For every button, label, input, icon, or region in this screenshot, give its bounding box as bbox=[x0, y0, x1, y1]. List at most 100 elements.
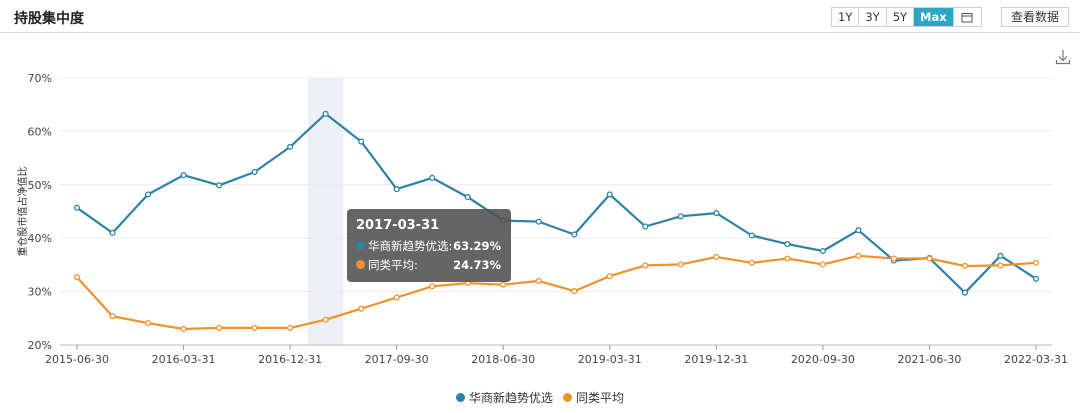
data-point-1 bbox=[606, 273, 613, 280]
data-point-1 bbox=[393, 294, 400, 301]
panel-title: 持股集中度 bbox=[14, 11, 84, 27]
x-tick-label: 2017-09-30 bbox=[365, 353, 429, 366]
data-point-0 bbox=[748, 232, 755, 239]
data-point-1 bbox=[890, 255, 897, 262]
data-point-1 bbox=[429, 283, 436, 290]
data-point-0 bbox=[961, 289, 969, 296]
data-point-1 bbox=[961, 262, 969, 270]
data-point-1 bbox=[784, 255, 791, 262]
data-point-1 bbox=[358, 305, 365, 312]
data-point-0 bbox=[997, 252, 1004, 259]
data-point-1 bbox=[322, 316, 329, 323]
data-point-0 bbox=[535, 218, 542, 225]
legend-item-avg[interactable]: 同类平均 bbox=[563, 389, 624, 406]
tooltip-avg-label: 同类平均: bbox=[368, 257, 418, 272]
data-point-1 bbox=[251, 324, 258, 331]
y-tick-label: 70% bbox=[28, 72, 52, 85]
data-point-0 bbox=[109, 229, 116, 236]
x-tick-label: 2019-12-31 bbox=[684, 353, 748, 366]
calendar-button[interactable] bbox=[953, 8, 981, 26]
chart-legend: 华商新趋势优选 同类平均 bbox=[0, 388, 1080, 406]
data-point-1 bbox=[642, 262, 649, 269]
tooltip-fund-dot bbox=[356, 241, 365, 250]
x-tick-label: 2022-03-31 bbox=[1004, 353, 1068, 366]
legend-item-fund[interactable]: 华商新趋势优选 bbox=[455, 389, 553, 406]
tooltip-row-fund: 华商新趋势优选: 63.29% bbox=[356, 236, 501, 255]
data-point-0 bbox=[464, 194, 471, 201]
data-point-0 bbox=[713, 210, 720, 217]
y-tick-label: 20% bbox=[28, 339, 52, 352]
x-tick-label: 2016-12-31 bbox=[258, 353, 322, 366]
panel-header: 持股集中度 1Y 3Y 5Y Max 查看数据 bbox=[0, 0, 1080, 33]
data-point-1 bbox=[109, 313, 116, 320]
tooltip-avg-dot bbox=[356, 260, 365, 269]
range-selector: 1Y 3Y 5Y Max bbox=[831, 7, 982, 27]
range-button-max[interactable]: Max bbox=[914, 8, 954, 26]
data-point-0 bbox=[180, 172, 187, 179]
data-point-0 bbox=[677, 213, 684, 220]
data-point-1 bbox=[287, 324, 294, 331]
data-point-1 bbox=[1032, 259, 1040, 266]
data-point-1 bbox=[926, 255, 933, 262]
legend-fund-label: 华商新趋势优选 bbox=[468, 390, 553, 405]
range-button-1y[interactable]: 1Y bbox=[832, 8, 860, 26]
data-point-0 bbox=[216, 182, 223, 189]
range-button-3y[interactable]: 3Y bbox=[859, 8, 887, 26]
view-data-button[interactable]: 查看数据 bbox=[1001, 7, 1070, 27]
data-point-1 bbox=[748, 259, 755, 266]
data-point-0 bbox=[287, 143, 294, 150]
tooltip-date: 2017-03-31 bbox=[356, 218, 440, 233]
data-point-1 bbox=[855, 252, 862, 259]
series-line-1 bbox=[76, 254, 1037, 331]
series-line-0 bbox=[76, 112, 1037, 294]
data-point-1 bbox=[571, 288, 578, 295]
hover-highlight-band bbox=[307, 78, 344, 345]
data-point-0 bbox=[358, 138, 365, 145]
y-axis-title: 重仓股市值占净值比 bbox=[16, 167, 29, 257]
data-point-0 bbox=[1032, 275, 1040, 282]
data-point-0 bbox=[429, 174, 436, 181]
data-point-0 bbox=[393, 186, 400, 193]
tooltip-fund-value: 63.29% bbox=[453, 238, 501, 253]
data-point-1 bbox=[216, 324, 223, 331]
x-tick-label: 2021-06-30 bbox=[897, 353, 961, 366]
data-point-1 bbox=[144, 320, 152, 327]
x-tick-label: 2016-03-31 bbox=[152, 353, 216, 366]
data-point-0 bbox=[571, 231, 578, 238]
range-button-5y[interactable]: 5Y bbox=[886, 8, 915, 26]
data-point-1 bbox=[535, 277, 542, 284]
data-point-0 bbox=[855, 227, 862, 234]
data-point-1 bbox=[713, 253, 720, 260]
data-point-0 bbox=[642, 223, 649, 230]
y-tick-label: 50% bbox=[28, 179, 52, 192]
download-icon[interactable] bbox=[1054, 48, 1072, 66]
data-point-1 bbox=[819, 261, 826, 268]
legend-avg-marker bbox=[563, 392, 572, 402]
y-tick-label: 40% bbox=[28, 232, 52, 245]
legend-fund-marker bbox=[455, 392, 465, 402]
tooltip-avg-value: 24.73% bbox=[453, 257, 501, 272]
y-tick-label: 30% bbox=[28, 286, 52, 299]
tooltip-row-avg: 同类平均: 24.73% bbox=[356, 255, 501, 274]
data-point-0 bbox=[144, 191, 152, 198]
y-tick-label: 60% bbox=[28, 125, 52, 138]
data-point-1 bbox=[997, 262, 1004, 269]
data-point-0 bbox=[819, 247, 826, 255]
data-point-1 bbox=[73, 274, 81, 281]
data-point-1 bbox=[180, 325, 187, 333]
data-point-0 bbox=[322, 110, 329, 117]
data-point-1 bbox=[677, 261, 684, 268]
data-point-0 bbox=[784, 241, 791, 248]
x-tick-label: 2018-06-30 bbox=[471, 353, 535, 366]
data-point-0 bbox=[73, 204, 81, 211]
legend-avg-label: 同类平均 bbox=[576, 390, 625, 405]
data-point-0 bbox=[251, 168, 258, 176]
x-tick-label: 2015-06-30 bbox=[45, 353, 109, 366]
tooltip-fund-label: 华商新趋势优选: bbox=[368, 238, 453, 253]
x-tick-label: 2020-09-30 bbox=[791, 353, 855, 366]
data-point-1 bbox=[500, 281, 507, 288]
x-tick-label: 2019-03-31 bbox=[578, 353, 642, 366]
line-chart: 20% 30% 40% 50% 60% 70% 重仓股市值占净值比 2015-06-30 201… bbox=[16, 72, 1068, 366]
calendar-icon bbox=[961, 12, 973, 22]
data-point-0 bbox=[606, 191, 613, 198]
